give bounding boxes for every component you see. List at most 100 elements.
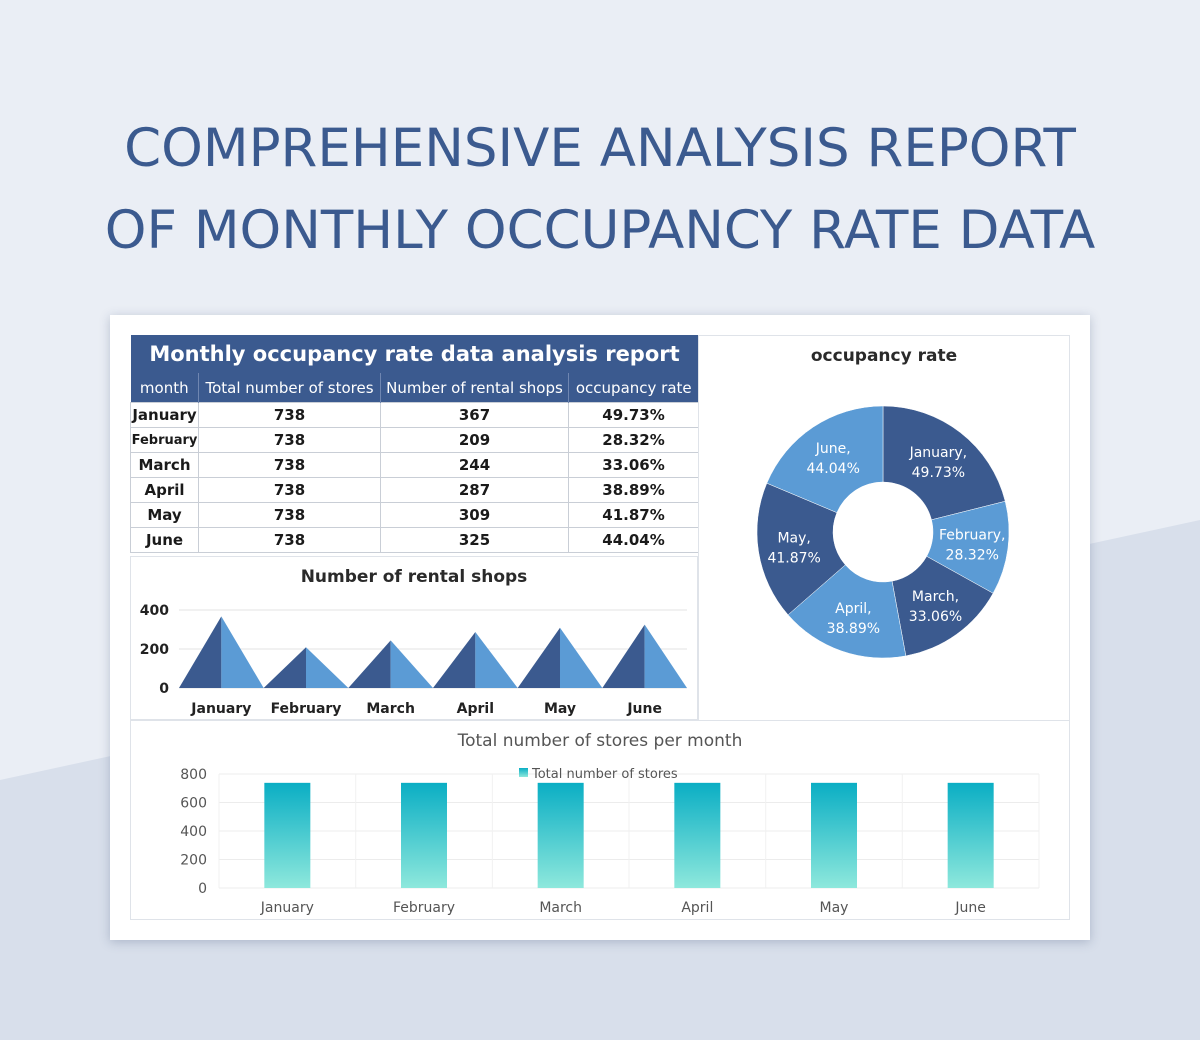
pyramid-may-left — [517, 627, 560, 688]
report-sheet: Monthly occupancy rate data analysis rep… — [110, 315, 1090, 940]
table-row: April 738 287 38.89% — [130, 477, 700, 503]
table-row: June 738 325 44.04% — [130, 527, 700, 553]
rental-shops-pyramid-chart: 0 200 400 January February March April May June — [140, 603, 687, 717]
x-tick-label: February — [271, 701, 342, 717]
y-tick-label: 800 — [180, 767, 207, 783]
cell-occupancy-rate: 33.06% — [567, 452, 700, 478]
donut-category-label: January, — [909, 445, 968, 461]
column-header-rental-shops: Number of rental shops — [380, 373, 569, 403]
bar-april — [674, 782, 721, 888]
pyramid-january-right — [221, 616, 264, 688]
pyramid-february-right — [306, 647, 349, 688]
table-row: January 738 367 49.73% — [130, 402, 700, 428]
occupancy-table: Monthly occupancy rate data analysis rep… — [130, 335, 700, 553]
donut-value-label: 41.87% — [767, 550, 820, 566]
cell-occupancy-rate: 28.32% — [567, 427, 700, 453]
x-tick-label: April — [457, 701, 494, 717]
bar-chart-title: Total number of stores per month — [457, 731, 743, 751]
x-tick-label: January — [190, 701, 251, 717]
occupancy-donut-chart: January, 49.73% February, 28.32% March, 33.06… — [756, 405, 1010, 659]
donut-category-label: May, — [777, 530, 810, 546]
cell-month: January — [130, 402, 199, 428]
page-title-line-1: COMPREHENSIVE ANALYSIS REPORT — [124, 118, 1076, 179]
column-header-month: month — [130, 373, 199, 403]
cell-occupancy-rate: 41.87% — [567, 502, 700, 528]
x-tick-label: June — [626, 701, 662, 717]
column-header-total-stores: Total number of stores — [198, 373, 381, 403]
total-stores-bar-chart: 0 200 400 600 800 January February March April Ma… — [180, 767, 1040, 916]
pyramid-chart-title: Number of rental shops — [300, 567, 528, 587]
table-caption: Monthly occupancy rate data analysis rep… — [130, 335, 699, 373]
cell-occupancy-rate: 44.04% — [567, 527, 700, 553]
donut-category-label: June, — [815, 441, 851, 457]
total-stores-chart-panel: Total number of stores per month 0 200 400… — [130, 720, 1070, 920]
donut-slice-may — [756, 482, 846, 616]
pyramid-april-left — [433, 632, 476, 688]
cell-rental-shops: 244 — [380, 452, 569, 478]
x-tick-label: April — [681, 900, 713, 916]
donut-value-label: 28.32% — [946, 548, 999, 564]
pyramid-june-right — [644, 624, 687, 688]
y-tick-label: 0 — [198, 881, 207, 897]
donut-value-label: 49.73% — [912, 465, 965, 481]
y-tick-label: 400 — [140, 603, 169, 619]
donut-category-label: February, — [939, 528, 1006, 544]
donut-chart-title: occupancy rate — [810, 346, 958, 366]
cell-occupancy-rate: 49.73% — [567, 402, 700, 428]
cell-month: March — [130, 452, 199, 478]
donut-slice-june — [766, 405, 884, 513]
bar-march — [537, 782, 584, 888]
cell-occupancy-rate: 38.89% — [567, 477, 700, 503]
pyramid-february-left — [263, 647, 306, 688]
donut-value-label: 44.04% — [806, 461, 859, 477]
cell-month: June — [130, 527, 199, 553]
occupancy-rate-chart-panel: occupancy rate January, 49.73% February, 28… — [698, 335, 1070, 721]
x-tick-label: February — [393, 900, 455, 916]
pyramid-april-right — [475, 632, 518, 688]
y-tick-label: 0 — [159, 681, 169, 697]
x-tick-label: June — [954, 900, 986, 916]
table-row: May 738 309 41.87% — [130, 502, 700, 528]
donut-slice-january — [882, 405, 1006, 521]
pyramid-march-left — [348, 640, 391, 688]
pyramid-march-right — [390, 640, 433, 688]
bar-january — [264, 782, 311, 888]
cell-total-stores: 738 — [198, 427, 381, 453]
donut-category-label: April, — [835, 601, 871, 617]
cell-total-stores: 738 — [198, 502, 381, 528]
cell-rental-shops: 209 — [380, 427, 569, 453]
pyramid-may-right — [560, 627, 603, 688]
cell-month: February — [130, 427, 199, 453]
page-title-line-2: OF MONTHLY OCCUPANCY RATE DATA — [104, 200, 1096, 261]
x-tick-label: March — [539, 900, 582, 916]
legend-swatch — [519, 768, 528, 777]
x-tick-label: May — [544, 701, 576, 717]
pyramid-january-left — [179, 616, 222, 688]
y-tick-label: 200 — [140, 642, 169, 658]
pyramid-june-left — [602, 624, 645, 688]
donut-value-label: 33.06% — [909, 609, 962, 625]
cell-month: April — [130, 477, 199, 503]
column-header-occupancy-rate: occupancy rate — [567, 373, 699, 403]
cell-rental-shops: 367 — [380, 402, 569, 428]
donut-category-label: March, — [912, 589, 959, 605]
donut-slice-april — [787, 564, 907, 659]
bar-february — [401, 782, 447, 888]
bar-may — [811, 782, 857, 888]
cell-rental-shops: 309 — [380, 502, 569, 528]
cell-total-stores: 738 — [198, 527, 381, 553]
cell-rental-shops: 325 — [380, 527, 569, 553]
page-title: COMPREHENSIVE ANALYSIS REPORT OF MONTHLY… — [0, 108, 1200, 272]
cell-total-stores: 738 — [198, 477, 381, 503]
x-tick-label: January — [260, 900, 314, 916]
table-row: February 738 209 28.32% — [130, 427, 700, 453]
y-tick-label: 200 — [180, 853, 207, 869]
x-tick-label: March — [366, 701, 415, 717]
cell-total-stores: 738 — [198, 452, 381, 478]
bar-june — [947, 782, 994, 888]
table-row: March 738 244 33.06% — [130, 452, 700, 478]
x-tick-label: May — [820, 900, 849, 916]
cell-month: May — [130, 502, 199, 528]
cell-rental-shops: 287 — [380, 477, 569, 503]
legend-label: Total number of stores — [531, 767, 678, 782]
